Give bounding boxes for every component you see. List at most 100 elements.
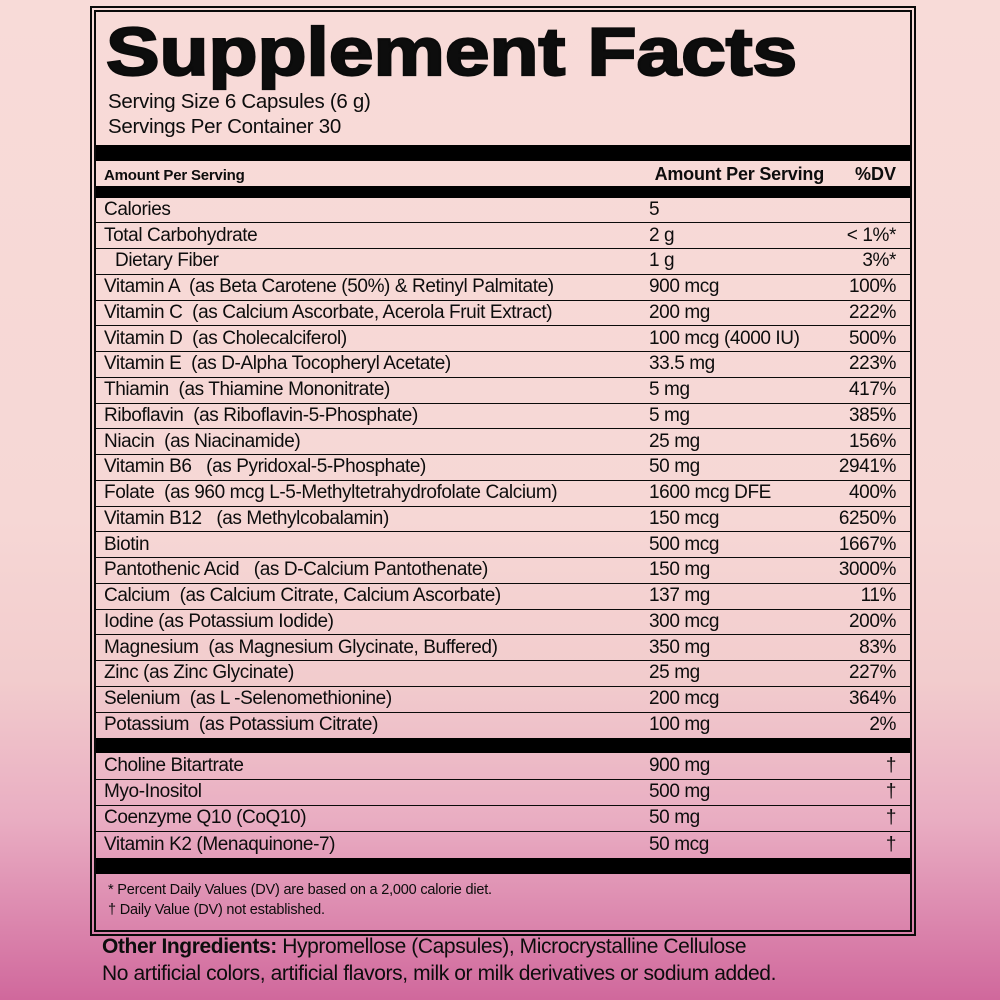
nutrient-dv: 417% <box>849 379 896 401</box>
proprietary-table: Choline Bitartrate 900 mg † Myo-Inositol 500… <box>96 753 910 858</box>
other-ingredients-text: Hypromellose (Capsules), Microcrystallin… <box>282 935 747 958</box>
table-row: Myo-Inositol 500 mg † <box>96 780 910 806</box>
column-header-right-group: Amount Per Serving %DV <box>655 164 896 185</box>
nutrient-amount: 5 <box>649 198 660 220</box>
nutrient-dv: 400% <box>849 482 896 504</box>
nutrient-dv: 200% <box>849 610 896 632</box>
nutrient-name: Niacin (as Niacinamide) <box>104 430 301 452</box>
nutrient-dv: 6250% <box>838 507 897 529</box>
nutrient-amount: 900 mg <box>649 754 710 776</box>
nutrient-name: Riboflavin (as Riboflavin-5-Phosphate) <box>104 404 418 426</box>
table-row: Total Carbohydrate 2 g < 1%* <box>96 223 910 250</box>
nutrient-name: Biotin <box>104 533 150 555</box>
nutrient-table: Calories 5 Total Carbohydrate 2 g < 1%* Dieta… <box>96 198 910 739</box>
table-row: Iodine (as Potassium Iodide) 300 mcg 200% <box>96 610 910 636</box>
table-row: Vitamin B6 (as Pyridoxal-5-Phosphate) 50 … <box>96 455 910 481</box>
nutrient-amount: 33.5 mg <box>649 353 715 375</box>
nutrient-dv: 2% <box>869 714 896 736</box>
nutrient-amount: 150 mcg <box>649 507 720 529</box>
nutrient-name: Vitamin A (as Beta Carotene (50%) & Reti… <box>104 276 554 298</box>
table-row: Vitamin K2 (Menaquinone-7) 50 mcg † <box>96 832 910 858</box>
nutrient-dv: 3%* <box>862 250 896 272</box>
nutrient-amount: 900 mcg <box>649 276 720 298</box>
nutrient-amount: 5 mg <box>649 379 690 401</box>
table-row: Choline Bitartrate 900 mg † <box>96 753 910 780</box>
table-row: Vitamin B12 (as Methylcobalamin) 150 mcg 6… <box>96 507 910 533</box>
table-row: Vitamin C (as Calcium Ascorbate, Acerola… <box>96 301 910 327</box>
nutrient-dv: 11% <box>860 585 897 607</box>
nutrient-amount: 50 mg <box>649 807 700 829</box>
table-row: Calories 5 <box>96 198 910 224</box>
divider-bar-bottom <box>96 858 910 875</box>
nutrient-name: Calories <box>104 198 171 220</box>
footnotes: * Percent Daily Values (DV) are based on… <box>102 874 904 930</box>
table-row: Riboflavin (as Riboflavin-5-Phosphate) 5 … <box>96 404 910 430</box>
serving-size: Serving Size 6 Capsules (6 g) <box>108 89 371 113</box>
nutrient-dv: 500% <box>849 327 896 349</box>
nutrient-name: Vitamin C (as Calcium Ascorbate, Acerola… <box>104 301 553 323</box>
column-header-percent-dv: %DV <box>854 163 896 184</box>
table-row: Niacin (as Niacinamide) 25 mg 156% <box>96 429 910 456</box>
table-row: Pantothenic Acid (as D-Calcium Pantothen… <box>96 558 910 584</box>
table-row: Magnesium (as Magnesium Glycinate, Buffe… <box>96 635 910 662</box>
nutrient-name: Folate (as 960 mcg L-5-Methyltetrahydrof… <box>104 482 558 504</box>
nutrient-name: Zinc (as Zinc Glycinate) <box>104 662 294 684</box>
table-row: Zinc (as Zinc Glycinate) 25 mg 227% <box>96 661 910 687</box>
nutrient-dv: † <box>885 754 897 776</box>
footnote-daily-values: * Percent Daily Values (DV) are based on… <box>108 882 492 899</box>
nutrient-dv: 1667% <box>838 533 897 555</box>
nutrient-name: Vitamin D (as Cholecalciferol) <box>104 327 347 349</box>
nutrient-amount: 350 mg <box>649 636 710 658</box>
nutrient-name: Iodine (as Potassium Iodide) <box>104 610 334 632</box>
nutrient-name: Selenium (as L -Selenomethionine) <box>104 688 392 710</box>
nutrient-dv: 2941% <box>838 456 897 478</box>
nutrient-amount: 500 mg <box>649 781 710 803</box>
nutrient-dv: † <box>885 834 897 855</box>
nutrient-dv: 100% <box>849 276 896 298</box>
nutrient-name: Choline Bitartrate <box>104 754 244 776</box>
nutrient-amount: 137 mg <box>649 585 710 607</box>
nutrient-name: Vitamin B12 (as Methylcobalamin) <box>104 507 389 529</box>
nutrient-amount: 25 mg <box>649 662 700 684</box>
nutrient-dv: † <box>885 781 897 803</box>
nutrient-name: Total Carbohydrate <box>104 224 258 246</box>
table-row: Potassium (as Potassium Citrate) 100 mg 2% <box>96 713 910 739</box>
nutrient-dv: 83% <box>859 636 896 658</box>
nutrient-amount: 50 mcg <box>649 834 709 855</box>
table-row: Dietary Fiber 1 g 3%* <box>96 249 910 275</box>
nutrient-amount: 200 mg <box>649 301 710 323</box>
nutrient-name: Magnesium (as Magnesium Glycinate, Buffe… <box>104 636 498 658</box>
nutrient-dv: 3000% <box>838 559 897 581</box>
nutrient-amount: 5 mg <box>649 404 690 426</box>
table-row: Vitamin D (as Cholecalciferol) 100 mcg (4… <box>96 326 910 353</box>
nutrient-amount: 200 mcg <box>649 688 720 710</box>
nutrient-name: Vitamin E (as D-Alpha Tocopheryl Acetate… <box>104 353 451 375</box>
column-header-amount-per-serving-left: Amount Per Serving <box>104 166 245 184</box>
nutrient-amount: 150 mg <box>649 559 710 581</box>
other-ingredients-label: Other Ingredients: <box>102 935 277 958</box>
table-row: Coenzyme Q10 (CoQ10) 50 mg † <box>96 806 910 832</box>
nutrient-dv: 227% <box>849 662 896 684</box>
nutrient-amount: 100 mcg (4000 IU) <box>649 327 800 349</box>
nutrient-dv: 385% <box>849 404 896 426</box>
footnote-dv-not-established: † Daily Value (DV) not established. <box>108 902 325 919</box>
nutrient-name: Dietary Fiber <box>115 250 219 272</box>
nutrient-name: Thiamin (as Thiamine Mononitrate) <box>104 379 390 401</box>
nutrient-amount: 1600 mcg DFE <box>649 482 771 504</box>
nutrient-amount: 25 mg <box>649 430 700 452</box>
table-row: Folate (as 960 mcg L-5-Methyltetrahydrof… <box>96 481 910 507</box>
panel-title: Supplement Facts <box>105 14 799 90</box>
table-row: Calcium (as Calcium Citrate, Calcium Asc… <box>96 584 910 610</box>
other-ingredients-section: Other Ingredients: Hypromellose (Capsule… <box>102 934 912 988</box>
column-header-row: Amount Per Serving Amount Per Serving %D… <box>96 161 910 186</box>
column-header-amount-per-serving: Amount Per Serving <box>654 163 825 184</box>
nutrient-amount: 100 mg <box>649 714 710 736</box>
divider-bar-middle <box>96 738 910 754</box>
table-row: Vitamin A (as Beta Carotene (50%) & Reti… <box>96 275 910 301</box>
nutrient-name: Vitamin B6 (as Pyridoxal-5-Phosphate) <box>104 456 426 478</box>
allergen-statement: No artificial colors, artificial flavors… <box>102 961 777 985</box>
nutrient-dv: † <box>885 807 897 829</box>
table-row: Vitamin E (as D-Alpha Tocopheryl Acetate… <box>96 352 910 378</box>
supplement-facts-panel: Supplement Facts Serving Size 6 Capsules… <box>90 6 916 936</box>
nutrient-dv: < 1%* <box>846 224 897 246</box>
